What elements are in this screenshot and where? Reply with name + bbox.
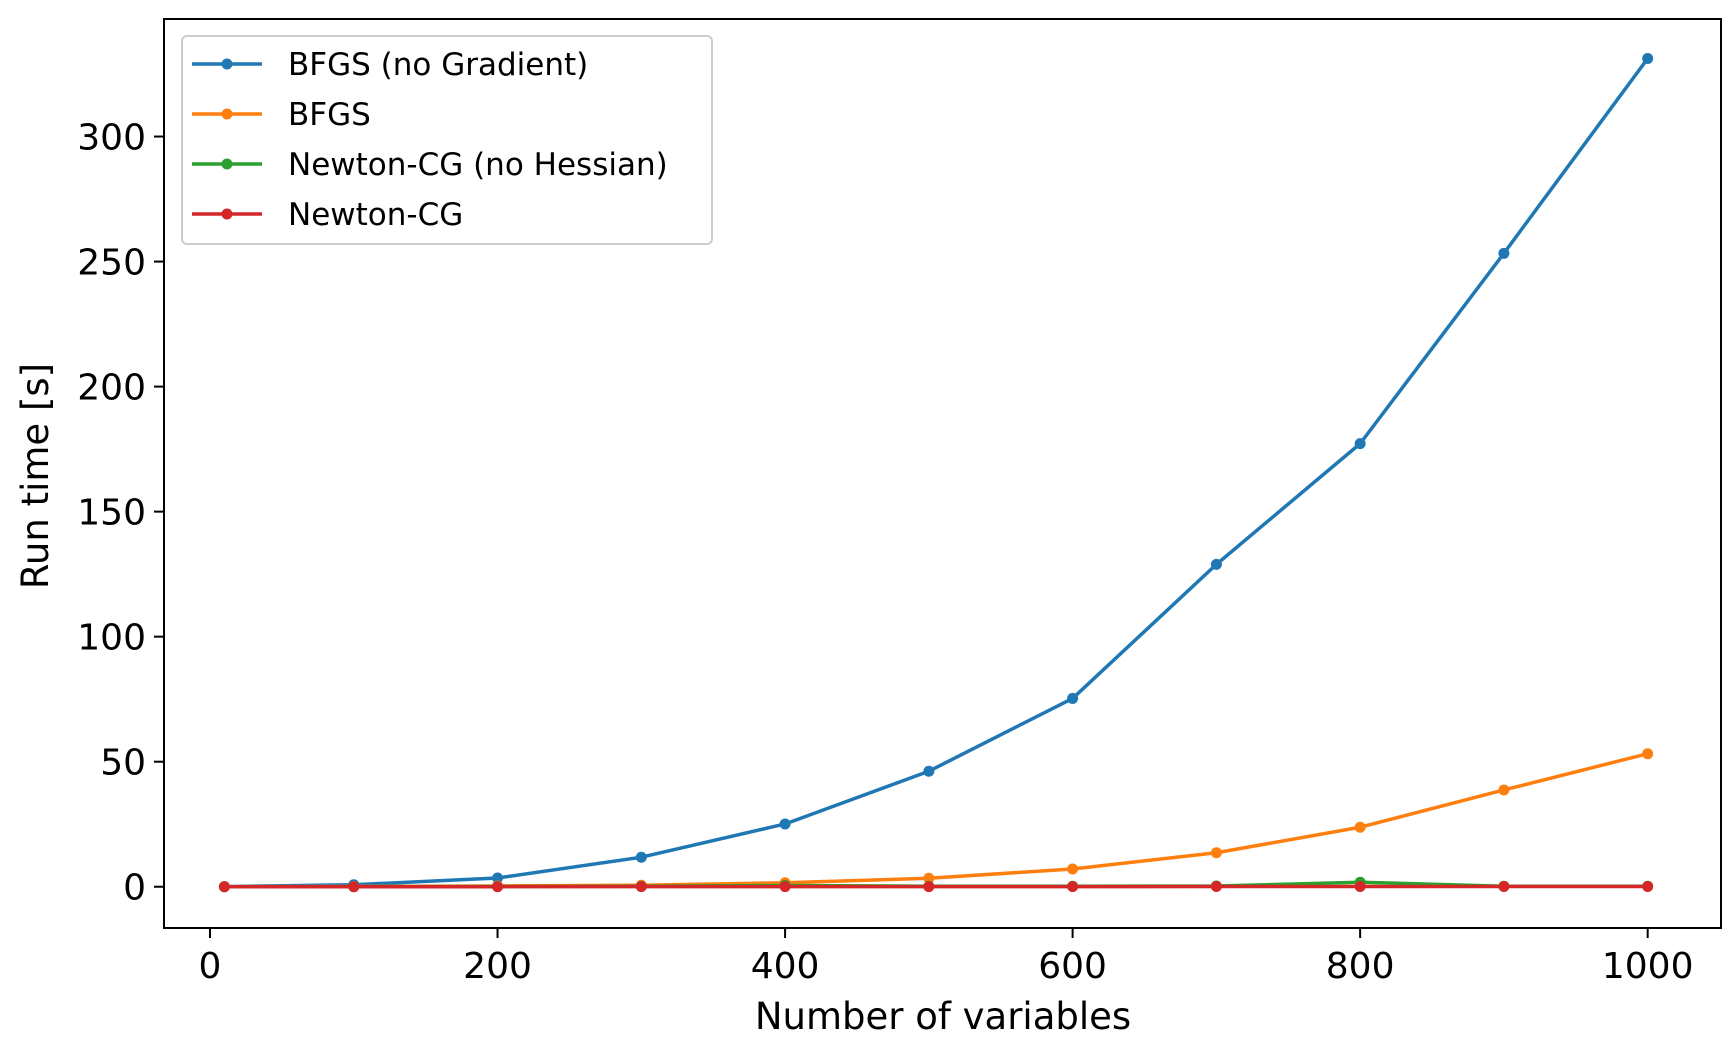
series-line	[224, 754, 1647, 887]
y-tick-label: 200	[77, 368, 146, 409]
data-point	[1211, 559, 1222, 570]
data-point	[636, 852, 647, 863]
x-axis-label: Number of variables	[755, 995, 1131, 1038]
y-tick-label: 0	[123, 868, 146, 909]
y-tick-label: 50	[100, 743, 146, 784]
x-tick-label: 200	[463, 946, 532, 987]
legend-marker	[222, 59, 233, 70]
data-point	[1355, 881, 1366, 892]
data-point	[1355, 822, 1366, 833]
y-tick-label: 150	[77, 493, 146, 534]
data-point	[923, 766, 934, 777]
x-tick-label: 1000	[1602, 946, 1694, 987]
data-point	[1355, 438, 1366, 449]
y-axis-label: Run time [s]	[14, 363, 57, 589]
x-tick-label: 800	[1326, 946, 1395, 987]
x-tick-label: 400	[751, 946, 820, 987]
legend-marker	[222, 209, 233, 220]
data-point	[1067, 881, 1078, 892]
data-point	[1498, 248, 1509, 259]
data-point	[1642, 53, 1653, 64]
y-tick-label: 300	[77, 118, 146, 159]
data-point	[923, 881, 934, 892]
data-point	[219, 881, 230, 892]
series-2	[219, 748, 1653, 892]
data-point	[1642, 881, 1653, 892]
data-point	[1211, 881, 1222, 892]
legend-label: BFGS (no Gradient)	[288, 47, 588, 83]
legend-marker	[222, 109, 233, 120]
data-point	[780, 881, 791, 892]
legend-label: BFGS	[288, 97, 371, 133]
data-point	[1498, 881, 1509, 892]
legend-marker	[222, 159, 233, 170]
y-tick-label: 100	[77, 618, 146, 659]
legend: BFGS (no Gradient) BFGS Newton-CG (no Hess…	[182, 36, 712, 244]
data-point	[1642, 748, 1653, 759]
y-tick-label: 250	[77, 243, 146, 284]
data-point	[1067, 863, 1078, 874]
data-point	[1067, 693, 1078, 704]
legend-label: Newton-CG (no Hessian)	[288, 147, 668, 183]
data-point	[636, 881, 647, 892]
data-point	[1498, 784, 1509, 795]
legend-label: Newton-CG	[288, 197, 463, 233]
data-point	[492, 881, 503, 892]
data-point	[348, 881, 359, 892]
x-tick-label: 600	[1038, 946, 1107, 987]
data-point	[780, 818, 791, 829]
x-tick-label: 0	[199, 946, 222, 987]
data-point	[1211, 847, 1222, 858]
